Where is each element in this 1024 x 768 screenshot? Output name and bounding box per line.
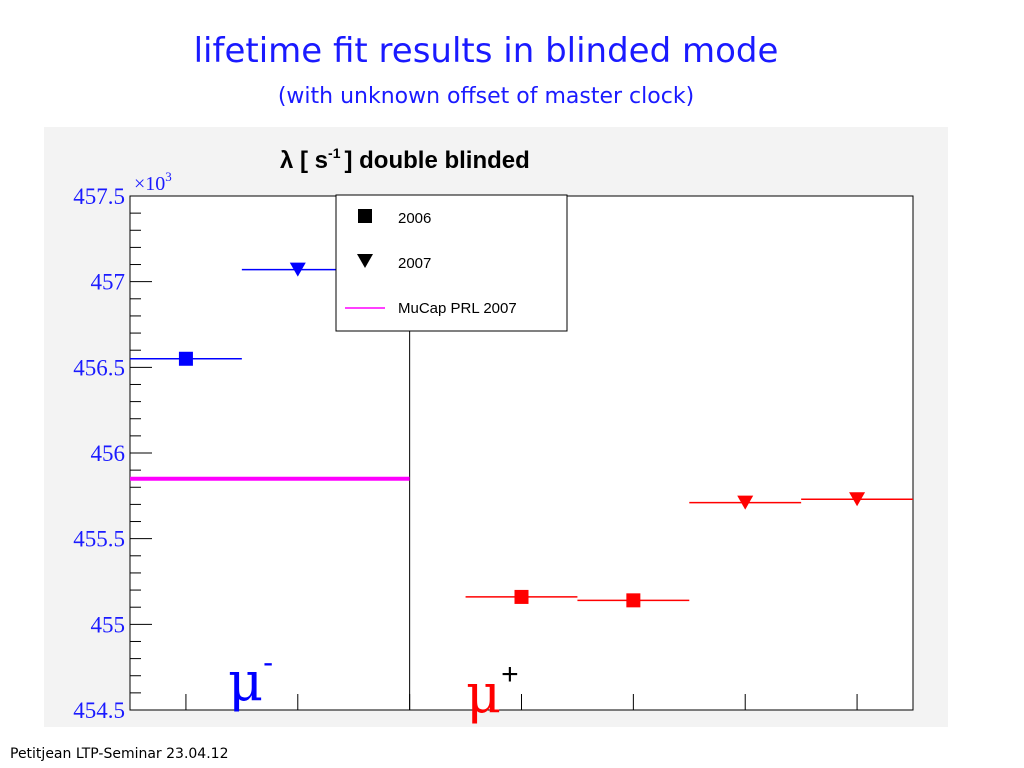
chart-title-sup: -1 [328,145,341,161]
legend-label: MuCap PRL 2007 [398,300,517,317]
annotation-sup: + [501,658,519,691]
annotation-text: μ [466,662,501,725]
slide-subtitle: (with unknown offset of master clock) [278,84,694,109]
annotation-text: μ [228,650,263,713]
y-tick-label: 456 [91,441,126,466]
y-tick-label: 456.5 [73,355,125,380]
legend-label: 2006 [398,210,431,227]
marker-square [626,593,641,608]
y-tick-label: 455.5 [73,527,125,552]
y-tick-label: 455 [91,612,126,637]
annotation: μ+ [466,658,519,725]
chart-title: λ [ s-1] double blinded [280,145,530,174]
chart-title-end: ] double blinded [344,147,529,174]
marker-triangle [289,262,306,277]
y-tick-label: 454.5 [73,698,125,723]
marker-triangle [737,495,754,510]
axis-multiplier-exp: 3 [165,169,172,184]
axis-multiplier-base: ×10 [134,173,165,195]
footer: Petitjean LTP-Seminar 23.04.12 [10,746,228,762]
marker-square [514,589,529,604]
marker-triangle [357,254,373,268]
axis-multiplier: ×103 [134,169,172,195]
legend-label: 2007 [398,255,431,272]
marker-square [358,209,372,223]
y-tick-label: 457 [91,270,126,295]
marker-triangle [849,492,866,507]
slide-title: lifetime fit results in blinded mode [194,31,779,71]
annotation: μ- [228,646,273,713]
chart-title-main: λ [ s [280,147,328,174]
annotation-sup: - [263,646,273,679]
y-tick-label: 457.5 [73,184,125,209]
marker-square [178,351,193,366]
